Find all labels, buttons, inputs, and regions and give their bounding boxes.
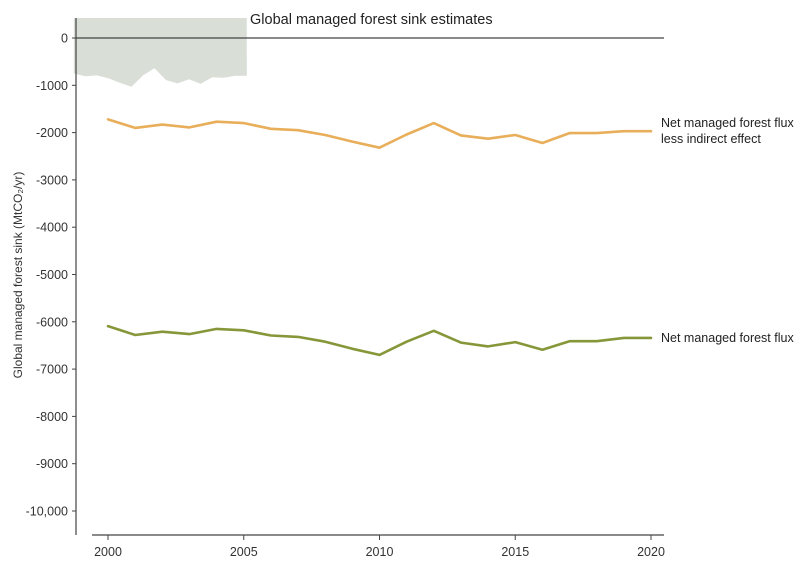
y-tick-label: -5000: [36, 268, 68, 282]
series-line-2: [108, 326, 651, 355]
y-tick-label: -1000: [36, 79, 68, 93]
y-axis-label: Global managed forest sink (MtCO₂/yr): [11, 172, 25, 379]
x-tick-label: 2005: [230, 545, 258, 559]
y-tick-label: -9000: [36, 457, 68, 471]
y-tick-label: -2000: [36, 126, 68, 140]
chart-title: Global managed forest sink estimates: [250, 12, 493, 28]
series-layer: [108, 119, 651, 355]
y-tick-label: 0: [61, 32, 68, 46]
x-tick-label: 2000: [94, 545, 122, 559]
y-tick-label: -10,000: [26, 505, 68, 519]
series-label: Net managed forest flux: [661, 331, 794, 345]
y-tick-label: -6000: [36, 315, 68, 329]
series-labels: Net managed forest flux less indirect eff…: [661, 116, 794, 345]
x-tick-labels: 2000 2005 2010 2015 2020: [94, 535, 665, 559]
x-tick-label: 2010: [366, 545, 394, 559]
shaded-band: [74, 18, 247, 87]
y-tick-label: -7000: [36, 363, 68, 377]
y-tick-label: -4000: [36, 221, 68, 235]
y-tick-labels: 0 -1000 -2000 -3000 -4000 -5000 -6000 -7000 -800…: [26, 32, 76, 519]
x-tick-label: 2020: [637, 545, 665, 559]
series-label: less indirect effect: [661, 132, 761, 146]
background-band-layer: [74, 18, 247, 87]
y-tick-label: -8000: [36, 410, 68, 424]
y-tick-label: -3000: [36, 173, 68, 187]
series-line-1: [108, 119, 651, 147]
series-label: Net managed forest flux: [661, 116, 794, 130]
x-tick-label: 2015: [501, 545, 529, 559]
